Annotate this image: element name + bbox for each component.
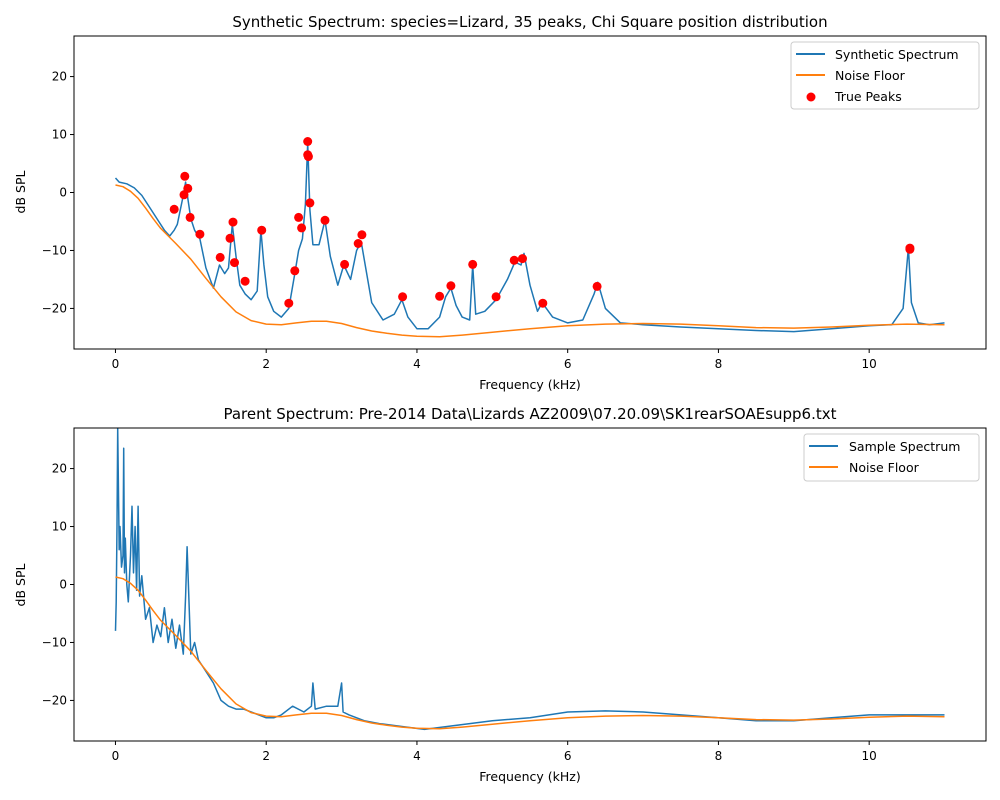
- peak-marker: [240, 276, 250, 286]
- y-tick-label: −10: [42, 243, 67, 257]
- x-tick-label: 4: [413, 357, 421, 371]
- chart-top-yticks: −20 −10 0 10 20: [42, 70, 74, 315]
- x-tick-label: 8: [715, 357, 723, 371]
- chart-top-ylabel: dB SPL: [13, 171, 28, 214]
- legend-label-noise-floor-bottom: Noise Floor: [849, 460, 920, 475]
- peak-marker: [353, 239, 363, 248]
- bottom-series-noise-floor: [115, 576, 945, 730]
- legend-label-noise-floor: Noise Floor: [835, 68, 906, 83]
- peak-marker: [509, 255, 519, 265]
- peak-marker: [905, 244, 915, 254]
- chart-bottom-legend: Sample Spectrum Noise Floor: [803, 433, 980, 482]
- chart-top: Synthetic Spectrum: species=Lizard, 35 p…: [13, 13, 987, 392]
- legend-label-true-peaks: True Peaks: [834, 89, 902, 104]
- peak-marker: [357, 230, 367, 240]
- peak-marker: [284, 298, 294, 308]
- peak-marker: [195, 229, 205, 239]
- legend-swatch-true-peaks: [806, 92, 816, 102]
- peak-marker: [183, 183, 193, 193]
- y-tick-label: 0: [59, 186, 67, 200]
- peak-marker: [257, 225, 267, 235]
- x-tick-label: 6: [564, 749, 572, 763]
- peak-marker: [225, 233, 235, 243]
- y-tick-label: −20: [42, 301, 67, 315]
- top-series-true-peaks: [169, 137, 915, 308]
- peak-marker: [215, 252, 225, 262]
- peak-marker: [468, 259, 478, 269]
- legend-label-synthetic-spectrum: Synthetic Spectrum: [835, 47, 959, 62]
- peak-marker: [297, 223, 307, 233]
- peak-marker: [294, 212, 304, 222]
- peak-marker: [435, 291, 445, 301]
- y-tick-label: 20: [52, 462, 67, 476]
- y-tick-label: 20: [52, 70, 67, 84]
- peak-marker: [340, 259, 350, 269]
- x-tick-label: 0: [112, 357, 120, 371]
- peak-marker: [290, 266, 300, 276]
- peak-marker: [185, 212, 195, 222]
- chart-bottom-data-layer: [114, 428, 945, 731]
- peak-marker: [303, 137, 313, 146]
- top-series-noise-floor: [115, 184, 945, 338]
- peak-marker: [305, 198, 315, 208]
- x-tick-label: 4: [413, 749, 421, 763]
- chart-top-xticks: 0 2 4 6 8 10: [112, 349, 877, 371]
- x-tick-label: 10: [862, 357, 877, 371]
- y-tick-label: −10: [42, 635, 67, 649]
- bottom-series-sample-spectrum: [114, 428, 945, 731]
- y-tick-label: 10: [52, 128, 67, 142]
- x-tick-label: 0: [112, 749, 120, 763]
- chart-top-legend: Synthetic Spectrum Noise Floor True Peak…: [790, 41, 980, 110]
- peak-marker: [398, 292, 408, 302]
- peak-marker: [180, 171, 190, 181]
- chart-bottom-xlabel: Frequency (kHz): [479, 769, 581, 784]
- peak-marker: [303, 152, 313, 162]
- chart-top-xlabel: Frequency (kHz): [479, 377, 581, 392]
- legend-label-sample-spectrum: Sample Spectrum: [849, 439, 960, 454]
- chart-top-title: Synthetic Spectrum: species=Lizard, 35 p…: [232, 13, 827, 31]
- x-tick-label: 8: [715, 749, 723, 763]
- y-tick-label: −20: [42, 693, 67, 707]
- peak-marker: [592, 281, 602, 291]
- peak-marker: [446, 281, 456, 291]
- chart-bottom-legend-box: [803, 433, 980, 482]
- chart-top-legend-box: [790, 41, 980, 110]
- chart-bottom-title: Parent Spectrum: Pre-2014 Data\Lizards A…: [223, 405, 836, 423]
- x-tick-label: 6: [564, 357, 572, 371]
- peak-marker: [518, 254, 527, 264]
- chart-bottom-yticks: −20 −10 0 10 20: [42, 462, 74, 707]
- peak-marker: [169, 204, 179, 214]
- peak-marker: [228, 217, 238, 227]
- x-tick-label: 2: [262, 357, 270, 371]
- chart-bottom-ylabel: dB SPL: [13, 564, 28, 607]
- peak-marker: [538, 298, 548, 308]
- chart-bottom-xticks: 0 2 4 6 8 10: [112, 741, 877, 763]
- peak-marker: [320, 215, 330, 225]
- y-tick-label: 0: [59, 578, 67, 592]
- top-series-synthetic-spectrum: [114, 142, 945, 333]
- y-tick-label: 10: [52, 520, 67, 534]
- x-tick-label: 10: [862, 749, 877, 763]
- chart-bottom: Parent Spectrum: Pre-2014 Data\Lizards A…: [13, 405, 987, 784]
- peak-marker: [491, 292, 501, 302]
- x-tick-label: 2: [262, 749, 270, 763]
- chart-top-data-layer: [114, 137, 945, 338]
- peak-marker: [230, 258, 239, 268]
